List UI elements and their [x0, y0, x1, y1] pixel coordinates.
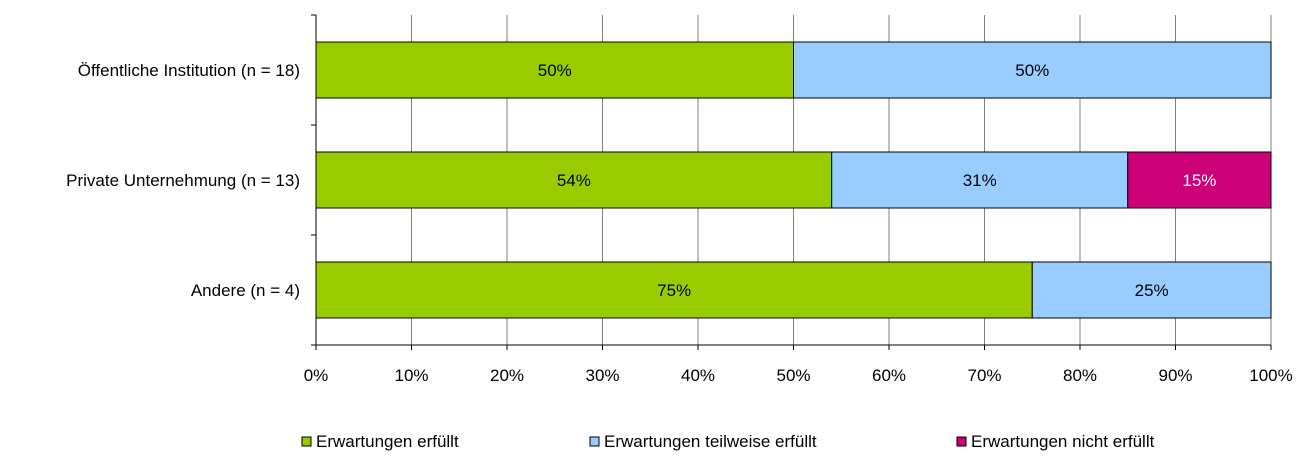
x-tick-label: 80%	[1063, 366, 1097, 385]
category-label: Öffentliche Institution (n = 18)	[78, 61, 300, 80]
data-label: 31%	[963, 171, 997, 190]
x-tick-labels: 0% 10% 20% 30% 40% 50% 60% 70% 80% 90% 100%	[304, 366, 1293, 385]
bar-segment	[831, 151, 1129, 209]
category-label: Andere (n = 4)	[191, 281, 300, 300]
x-tick-label: 100%	[1249, 366, 1292, 385]
data-label: 75%	[657, 281, 691, 300]
x-tick-label: 10%	[394, 366, 428, 385]
x-tick-label: 70%	[967, 366, 1001, 385]
bars: 50% 50% 54% 31% 15% 75% 25%	[315, 41, 1272, 319]
axes	[311, 14, 1272, 350]
x-tick-label: 50%	[776, 366, 810, 385]
x-tick-label: 20%	[490, 366, 524, 385]
data-label: 50%	[1015, 61, 1049, 80]
bar-segment	[1127, 151, 1272, 209]
legend-label: Erwartungen erfüllt	[316, 432, 459, 451]
x-tick-label: 90%	[1158, 366, 1192, 385]
legend-swatch	[301, 436, 312, 447]
bar-segment	[315, 261, 1033, 319]
x-tick-label: 30%	[585, 366, 619, 385]
legend-swatch	[956, 436, 967, 447]
legend-label: Erwartungen teilweise erfüllt	[604, 432, 817, 451]
legend-swatch	[589, 436, 600, 447]
data-label: 50%	[538, 61, 572, 80]
category-label: Private Unternehmung (n = 13)	[66, 171, 300, 190]
x-tick-label: 40%	[681, 366, 715, 385]
data-label: 15%	[1182, 171, 1216, 190]
bar-segment	[793, 41, 1272, 99]
x-tick-label: 60%	[872, 366, 906, 385]
legend-label: Erwartungen nicht erfüllt	[971, 432, 1155, 451]
data-label: 54%	[557, 171, 591, 190]
bar-segment	[1031, 261, 1272, 319]
x-tick-label: 0%	[304, 366, 329, 385]
legend: Erwartungen erfüllt Erwartungen teilweise…	[301, 432, 1155, 451]
category-labels: Öffentliche Institution (n = 18) Private …	[66, 61, 300, 300]
data-label: 25%	[1135, 281, 1169, 300]
